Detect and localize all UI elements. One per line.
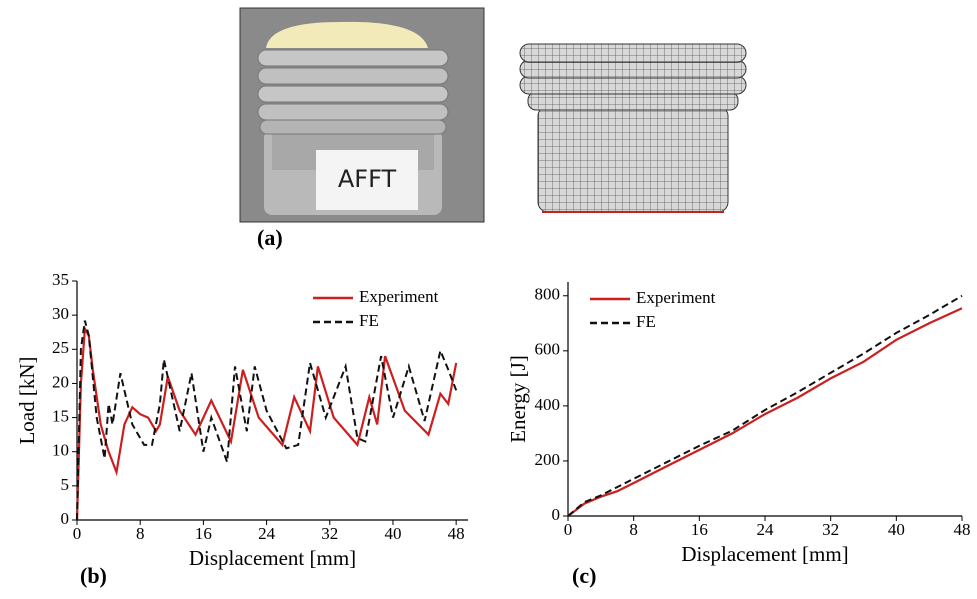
legend-label: FE — [359, 311, 379, 330]
data-line — [567, 294, 963, 517]
x-tick-label: 40 — [888, 520, 905, 539]
x-tick-label: 48 — [448, 524, 465, 543]
x-tick-label: 0 — [73, 524, 82, 543]
x-tick-label: 8 — [629, 520, 638, 539]
y-tick-label: 400 — [535, 395, 561, 414]
y-tick-label: 10 — [52, 441, 69, 460]
x-tick-label: 48 — [954, 520, 971, 539]
y-axis-title: Load [kN] — [15, 356, 39, 444]
panel-label: (a) — [257, 225, 283, 250]
x-tick-label: 32 — [822, 520, 839, 539]
legend-label: FE — [636, 312, 656, 331]
legend-label: Experiment — [359, 287, 439, 306]
y-tick-label: 30 — [52, 304, 69, 323]
panel-label: (b) — [80, 563, 107, 588]
x-axis-title: Displacement [mm] — [189, 546, 356, 570]
x-tick-label: 24 — [757, 520, 775, 539]
x-tick-label: 8 — [136, 524, 145, 543]
y-tick-label: 15 — [52, 406, 69, 425]
x-tick-label: 16 — [195, 524, 212, 543]
y-tick-label: 25 — [52, 338, 69, 357]
y-tick-label: 200 — [535, 450, 561, 469]
x-axis-title: Displacement [mm] — [681, 542, 848, 566]
y-tick-label: 600 — [535, 340, 561, 359]
data-line — [567, 307, 963, 517]
photo: AFFT — [239, 7, 485, 223]
data-line — [76, 320, 458, 521]
y-axis-title: Energy [J] — [506, 355, 530, 443]
y-tick-label: 800 — [535, 285, 561, 304]
y-tick-label: 35 — [52, 270, 69, 289]
x-tick-label: 32 — [321, 524, 338, 543]
x-tick-label: 40 — [384, 524, 401, 543]
legend-label: Experiment — [636, 288, 716, 307]
x-tick-label: 24 — [258, 524, 276, 543]
data-line — [75, 325, 458, 521]
y-tick-label: 20 — [52, 372, 69, 391]
y-tick-label: 0 — [552, 505, 561, 524]
fe-mesh — [519, 43, 747, 213]
y-tick-label: 0 — [61, 509, 70, 528]
panel-label: (c) — [572, 563, 596, 588]
sample-text: AFFT — [338, 165, 397, 193]
x-tick-label: 16 — [691, 520, 708, 539]
x-tick-label: 0 — [564, 520, 573, 539]
y-tick-label: 5 — [61, 475, 70, 494]
